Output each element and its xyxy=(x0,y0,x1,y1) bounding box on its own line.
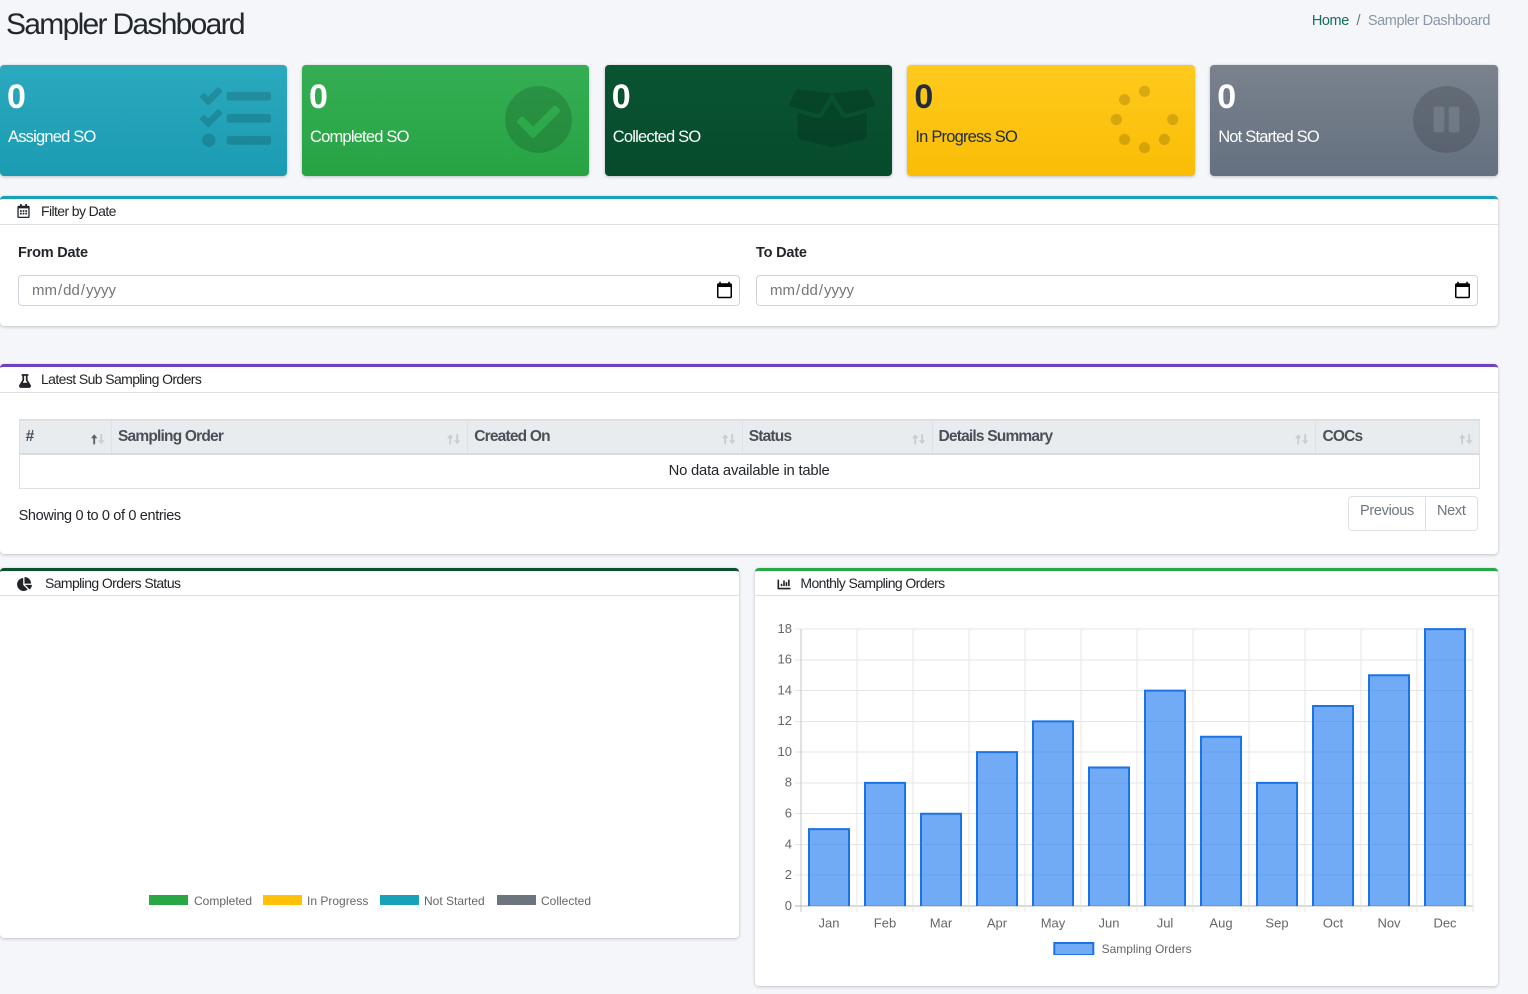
svg-text:Sep: Sep xyxy=(1266,915,1289,930)
svg-text:Oct: Oct xyxy=(1323,915,1344,930)
svg-text:12: 12 xyxy=(778,713,792,728)
svg-text:Mar: Mar xyxy=(930,915,953,930)
svg-text:10: 10 xyxy=(778,743,792,758)
svg-text:Apr: Apr xyxy=(987,915,1008,930)
svg-text:14: 14 xyxy=(778,682,792,697)
svg-text:Feb: Feb xyxy=(874,915,896,930)
svg-text:0: 0 xyxy=(785,897,792,912)
svg-text:2: 2 xyxy=(785,867,792,882)
svg-text:16: 16 xyxy=(778,651,792,666)
svg-text:18: 18 xyxy=(778,620,792,635)
svg-text:6: 6 xyxy=(785,805,792,820)
svg-text:Jun: Jun xyxy=(1099,915,1120,930)
svg-text:Jan: Jan xyxy=(819,915,840,930)
svg-text:4: 4 xyxy=(785,836,792,851)
svg-text:Sampling Orders: Sampling Orders xyxy=(1102,941,1192,954)
svg-text:Aug: Aug xyxy=(1210,915,1233,930)
svg-text:Jul: Jul xyxy=(1157,915,1174,930)
svg-text:8: 8 xyxy=(785,774,792,789)
svg-text:Dec: Dec xyxy=(1434,915,1458,930)
svg-text:May: May xyxy=(1041,915,1066,930)
svg-text:Nov: Nov xyxy=(1378,915,1402,930)
